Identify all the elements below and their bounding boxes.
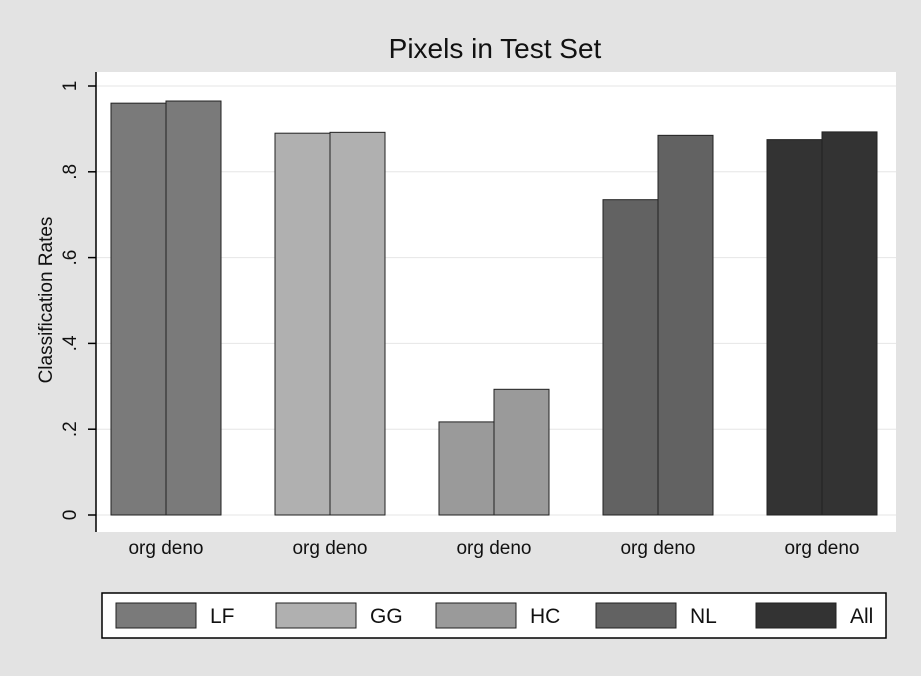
- bar-hc-org: [438, 421, 495, 516]
- y-tick-label: .8: [60, 164, 81, 180]
- category-label-lf: org deno: [128, 538, 203, 559]
- y-tick-label: 1: [60, 81, 81, 92]
- bar-gg-deno: [329, 131, 386, 516]
- bar-all-deno: [821, 131, 878, 516]
- legend-label-all: All: [850, 605, 873, 628]
- y-tick-label: .4: [60, 335, 81, 351]
- category-label-hc: org deno: [456, 538, 531, 559]
- bar-gg-org: [274, 132, 331, 516]
- category-label-gg: org deno: [292, 538, 367, 559]
- bars: [110, 100, 878, 516]
- chart-title: Pixels in Test Set: [389, 33, 602, 64]
- legend-swatch-all: [755, 602, 837, 629]
- y-tick-label: .6: [60, 250, 81, 266]
- category-labels: org deno org deno org deno org deno org deno: [128, 538, 859, 559]
- y-tick-label: .2: [60, 421, 81, 437]
- y-ticks: 0 .2 .4 .6 .8 1: [60, 81, 96, 521]
- legend-items: LF GG HC NL All: [115, 602, 873, 629]
- legend-label-lf: LF: [210, 605, 235, 628]
- bar-nl-deno: [657, 134, 714, 516]
- legend-label-nl: NL: [690, 605, 717, 628]
- legend-label-gg: GG: [370, 605, 403, 628]
- legend-swatch-lf: [115, 602, 197, 629]
- bar-hc-deno: [493, 388, 550, 516]
- y-tick-label: 0: [60, 510, 81, 521]
- legend-swatch-hc: [435, 602, 517, 629]
- y-axis-label: Classification Rates: [36, 217, 57, 384]
- bar-lf-org: [110, 102, 167, 516]
- legend-label-hc: HC: [530, 605, 560, 628]
- legend-swatch-nl: [595, 602, 677, 629]
- bar-nl-org: [602, 199, 659, 516]
- bar-lf-deno: [165, 100, 222, 516]
- legend-swatch-gg: [275, 602, 357, 629]
- category-label-nl: org deno: [620, 538, 695, 559]
- bar-all-org: [766, 139, 823, 516]
- category-label-all: org deno: [784, 538, 859, 559]
